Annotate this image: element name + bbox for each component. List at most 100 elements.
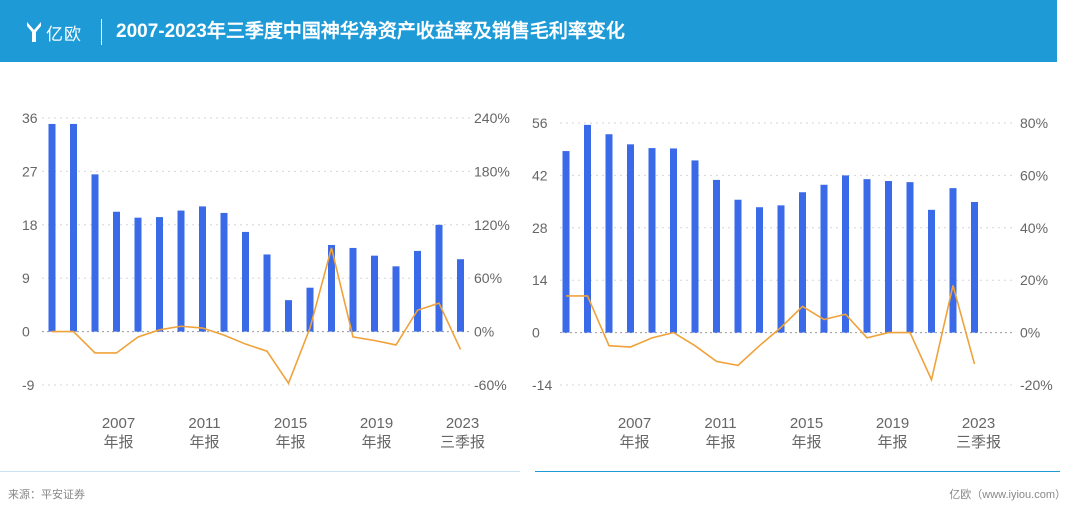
roe-bar (156, 217, 163, 332)
margin-bar (842, 175, 849, 333)
logo: 亿欧 (26, 18, 82, 46)
margin-growth-line (566, 285, 976, 383)
roe-x-tick-year: 2019 (360, 415, 393, 432)
roe-left-tick-label: 36 (22, 110, 38, 126)
roe-chart-svg: 36 27 18 9 0 -9 240% 180% 120% 60% 0% -60% 2007 年报 201… (22, 110, 510, 451)
roe-bar (263, 254, 271, 332)
roe-right-tick-label: 0% (474, 324, 494, 340)
yiou-logo-icon (27, 22, 41, 42)
roe-bar (371, 255, 378, 332)
margin-bar (885, 181, 892, 333)
margin-right-tick-label: 60% (1020, 167, 1048, 183)
roe-right-tick-label: 60% (474, 270, 502, 286)
roe-x-tick-period: 年报 (275, 434, 305, 451)
margin-x-tick-year: 2023 (962, 415, 995, 432)
roe-bar (435, 224, 443, 332)
margin-left-tick-label: 0 (532, 325, 540, 341)
margin-left-tick-label: 56 (532, 115, 548, 131)
roe-left-tick-label: 18 (22, 217, 38, 233)
roe-bar (457, 259, 464, 332)
roe-bar (48, 123, 56, 332)
margin-bar (670, 148, 677, 333)
margin-left-tick-label: 28 (532, 220, 548, 236)
margin-right-tick-label: 40% (1020, 220, 1048, 236)
footer-divider-left (0, 471, 520, 472)
roe-bar (177, 210, 185, 332)
margin-bar (584, 124, 591, 333)
gross-margin-chart-svg: 56 42 28 14 0 -14 80% 60% 40% 20% 0% -20% 2007 年报 2011… (532, 115, 1053, 451)
margin-bar (820, 184, 828, 333)
roe-x-tick-period: 年报 (361, 434, 391, 451)
roe-x-tick-year: 2011 (188, 415, 220, 432)
roe-bar (414, 250, 421, 332)
margin-x-tick-year: 2007 (618, 415, 651, 432)
margin-x-tick-period: 年报 (877, 434, 907, 451)
roe-left-tick-label: 0 (22, 324, 30, 340)
footer-divider-right (535, 471, 1060, 472)
roe-chart: 36 27 18 9 0 -9 240% 180% 120% 60% 0% -60% 2007 年报 201… (0, 95, 530, 467)
roe-x-tick-period: 年报 (189, 434, 219, 451)
margin-bar (906, 182, 914, 333)
roe-bar (242, 231, 249, 332)
roe-x-tick-year: 2015 (274, 415, 307, 432)
margin-bar (713, 179, 720, 333)
margin-bar (691, 160, 699, 333)
margin-right-tick-label: 20% (1020, 272, 1048, 288)
roe-right-tick-label: 240% (474, 110, 510, 126)
margin-left-tick-label: 14 (532, 272, 548, 288)
page-title: 2007-2023年三季度中国神华净资产收益率及销售毛利率变化 (116, 21, 625, 42)
margin-x-tick-period: 三季报 (956, 434, 1001, 451)
roe-left-tick-label: 9 (22, 270, 30, 286)
margin-left-tick-label: 42 (532, 167, 548, 183)
roe-x-tick-year: 2007 (102, 415, 135, 432)
margin-bar (863, 179, 871, 333)
margin-bar (627, 144, 634, 333)
margin-bar (562, 151, 570, 333)
margin-right-tick-label: -20% (1020, 377, 1053, 393)
roe-right-tick-label: 120% (474, 217, 510, 233)
margin-bar (928, 209, 935, 333)
roe-right-tick-label: -60% (474, 377, 507, 393)
logo-text: 亿欧 (46, 24, 82, 44)
roe-left-tick-label: 27 (22, 163, 38, 179)
margin-x-tick-year: 2011 (704, 415, 736, 432)
website-note: 亿欧（www.iyiou.com） (949, 489, 1066, 501)
roe-bar (349, 247, 357, 332)
margin-x-tick-period: 年报 (791, 434, 821, 451)
margin-x-tick-period: 年报 (619, 434, 649, 451)
margin-x-tick-period: 年报 (705, 434, 735, 451)
margin-bar (756, 207, 763, 333)
roe-bar (199, 206, 206, 332)
margin-bar (971, 201, 978, 333)
gross-margin-chart: 56 42 28 14 0 -14 80% 60% 40% 20% 0% -20% 2007 年报 2011… (530, 95, 1060, 467)
roe-bar (392, 266, 400, 332)
roe-growth-line (52, 247, 462, 385)
roe-bar (134, 217, 142, 332)
margin-right-tick-label: 0% (1020, 325, 1040, 341)
roe-right-tick-label: 180% (474, 163, 510, 179)
roe-left-tick-label: -9 (22, 377, 35, 393)
roe-bar (285, 300, 292, 332)
margin-x-tick-year: 2015 (790, 415, 823, 432)
margin-x-tick-year: 2019 (876, 415, 909, 432)
roe-x-tick-period: 三季报 (440, 434, 485, 451)
margin-bar (648, 148, 656, 333)
margin-bar (949, 188, 957, 333)
margin-left-tick-label: -14 (532, 377, 552, 393)
roe-bar (70, 123, 77, 332)
roe-bar (91, 174, 99, 332)
margin-bar (605, 134, 613, 333)
margin-bar (777, 205, 785, 333)
roe-bar (220, 212, 228, 332)
source-note: 来源：平安证券 (8, 489, 85, 501)
roe-bar (328, 244, 335, 332)
header-banner: 亿欧 2007-2023年三季度中国神华净资产收益率及销售毛利率变化 (0, 0, 1057, 62)
header-divider (101, 19, 102, 45)
roe-bar (306, 287, 314, 332)
margin-bar (734, 199, 742, 333)
roe-bar (113, 211, 120, 332)
margin-right-tick-label: 80% (1020, 115, 1048, 131)
roe-x-tick-year: 2023 (446, 415, 479, 432)
margin-bar (799, 192, 806, 333)
roe-x-tick-period: 年报 (103, 434, 133, 451)
